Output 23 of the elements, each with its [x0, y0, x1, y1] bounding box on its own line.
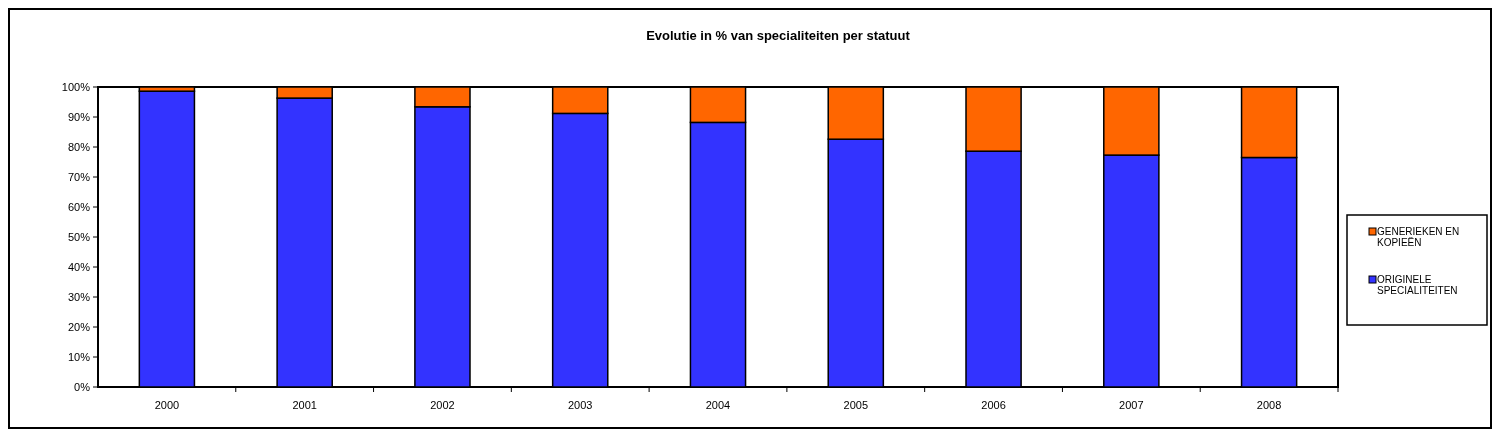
chart-title: Evolutie in % van specialiteiten per statuut	[646, 28, 911, 43]
x-tick-label: 2002	[430, 399, 455, 411]
x-tick-label: 2008	[1256, 399, 1282, 411]
y-tick-label: 70%	[67, 170, 91, 183]
y-tick-label: 80%	[67, 140, 91, 153]
y-tick-label: 60%	[67, 200, 91, 213]
y-tick-label: 100%	[61, 80, 91, 93]
legend-label: GENERIEKEN EN KOPIEËN	[1377, 226, 1460, 248]
y-tick-label: 50%	[67, 230, 91, 243]
y-tick-label: 0%	[74, 380, 91, 393]
x-tick-label: 2001	[292, 399, 317, 411]
x-tick-label: 2006	[981, 399, 1006, 411]
x-tick-label: 2007	[1119, 399, 1144, 411]
legend-label: ORIGINELE SPECIALITEITEN	[1377, 274, 1458, 296]
x-tick-label: 2003	[567, 399, 593, 411]
x-tick-label: 2004	[705, 399, 731, 411]
x-tick-label: 2005	[843, 399, 869, 411]
y-tick-label: 30%	[67, 290, 91, 303]
y-tick-label: 10%	[67, 350, 91, 363]
x-tick-label: 2000	[154, 399, 180, 411]
y-tick-label: 90%	[67, 110, 91, 123]
y-tick-label: 20%	[67, 320, 91, 333]
y-tick-label: 40%	[67, 260, 91, 273]
